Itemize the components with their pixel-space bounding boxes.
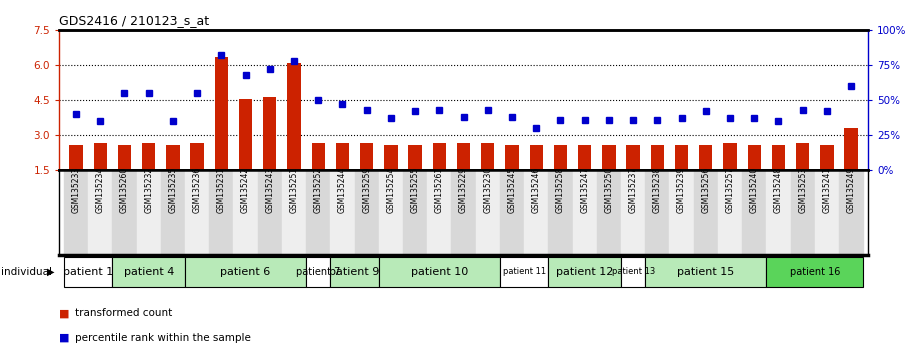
Text: patient 12: patient 12: [556, 267, 614, 277]
Bar: [379, 170, 403, 255]
Bar: [597, 170, 621, 255]
Bar: [185, 170, 209, 255]
FancyBboxPatch shape: [379, 257, 500, 287]
Bar: [530, 145, 543, 170]
Bar: [844, 128, 858, 170]
Text: patient 13: patient 13: [612, 267, 654, 276]
Bar: [335, 143, 349, 170]
Text: patient 11: patient 11: [503, 267, 545, 276]
Bar: [766, 170, 791, 255]
Bar: [239, 99, 253, 170]
Bar: [234, 170, 258, 255]
Bar: [88, 170, 113, 255]
Bar: [500, 170, 524, 255]
FancyBboxPatch shape: [500, 257, 548, 287]
Bar: [621, 170, 645, 255]
FancyBboxPatch shape: [766, 257, 864, 287]
Bar: [312, 143, 325, 170]
Bar: [191, 143, 204, 170]
Bar: [524, 170, 548, 255]
FancyBboxPatch shape: [306, 257, 330, 287]
FancyBboxPatch shape: [645, 257, 766, 287]
Bar: [385, 145, 397, 170]
FancyBboxPatch shape: [64, 257, 113, 287]
Bar: [355, 170, 379, 255]
Bar: [699, 145, 713, 170]
Text: patient 10: patient 10: [411, 267, 468, 277]
Bar: [814, 170, 839, 255]
Bar: [573, 170, 597, 255]
Text: GDS2416 / 210123_s_at: GDS2416 / 210123_s_at: [59, 13, 209, 27]
Bar: [796, 143, 809, 170]
FancyBboxPatch shape: [621, 257, 645, 287]
Bar: [505, 145, 519, 170]
Text: patient 1: patient 1: [63, 267, 114, 277]
Bar: [258, 170, 282, 255]
Bar: [360, 143, 374, 170]
Bar: [578, 145, 592, 170]
Text: patient 15: patient 15: [677, 267, 734, 277]
Bar: [742, 170, 766, 255]
Bar: [718, 170, 742, 255]
Bar: [475, 170, 500, 255]
Bar: [215, 57, 228, 170]
Bar: [166, 145, 180, 170]
Bar: [69, 145, 83, 170]
Text: patient 9: patient 9: [329, 267, 380, 277]
Bar: [433, 143, 446, 170]
Text: transformed count: transformed count: [75, 308, 173, 318]
Bar: [603, 145, 615, 170]
Bar: [694, 170, 718, 255]
Bar: [427, 170, 452, 255]
Text: patient 7: patient 7: [296, 267, 341, 277]
Bar: [282, 170, 306, 255]
Bar: [118, 145, 131, 170]
Bar: [554, 145, 567, 170]
Text: ■: ■: [59, 333, 70, 343]
Bar: [287, 63, 301, 170]
Bar: [330, 170, 355, 255]
FancyBboxPatch shape: [330, 257, 379, 287]
Bar: [408, 145, 422, 170]
Bar: [747, 145, 761, 170]
Bar: [161, 170, 185, 255]
Bar: [626, 145, 640, 170]
Bar: [94, 143, 107, 170]
Bar: [669, 170, 694, 255]
Text: percentile rank within the sample: percentile rank within the sample: [75, 333, 251, 343]
Bar: [481, 143, 494, 170]
Bar: [142, 143, 155, 170]
Bar: [548, 170, 573, 255]
Bar: [263, 97, 276, 170]
Bar: [452, 170, 475, 255]
Bar: [113, 170, 136, 255]
FancyBboxPatch shape: [548, 257, 621, 287]
Bar: [839, 170, 864, 255]
Bar: [651, 145, 664, 170]
Bar: [724, 143, 736, 170]
FancyBboxPatch shape: [113, 257, 185, 287]
Text: patient 4: patient 4: [124, 267, 174, 277]
Bar: [645, 170, 669, 255]
Bar: [674, 145, 688, 170]
Text: patient 6: patient 6: [221, 267, 271, 277]
Bar: [457, 143, 470, 170]
Text: individual: individual: [1, 267, 52, 277]
Bar: [306, 170, 330, 255]
Bar: [209, 170, 234, 255]
Bar: [64, 170, 88, 255]
Bar: [820, 145, 834, 170]
Bar: [791, 170, 814, 255]
FancyBboxPatch shape: [185, 257, 306, 287]
Text: patient 16: patient 16: [790, 267, 840, 277]
Bar: [136, 170, 161, 255]
Bar: [772, 145, 785, 170]
Text: ■: ■: [59, 308, 70, 318]
Bar: [403, 170, 427, 255]
Text: ▶: ▶: [47, 267, 55, 277]
